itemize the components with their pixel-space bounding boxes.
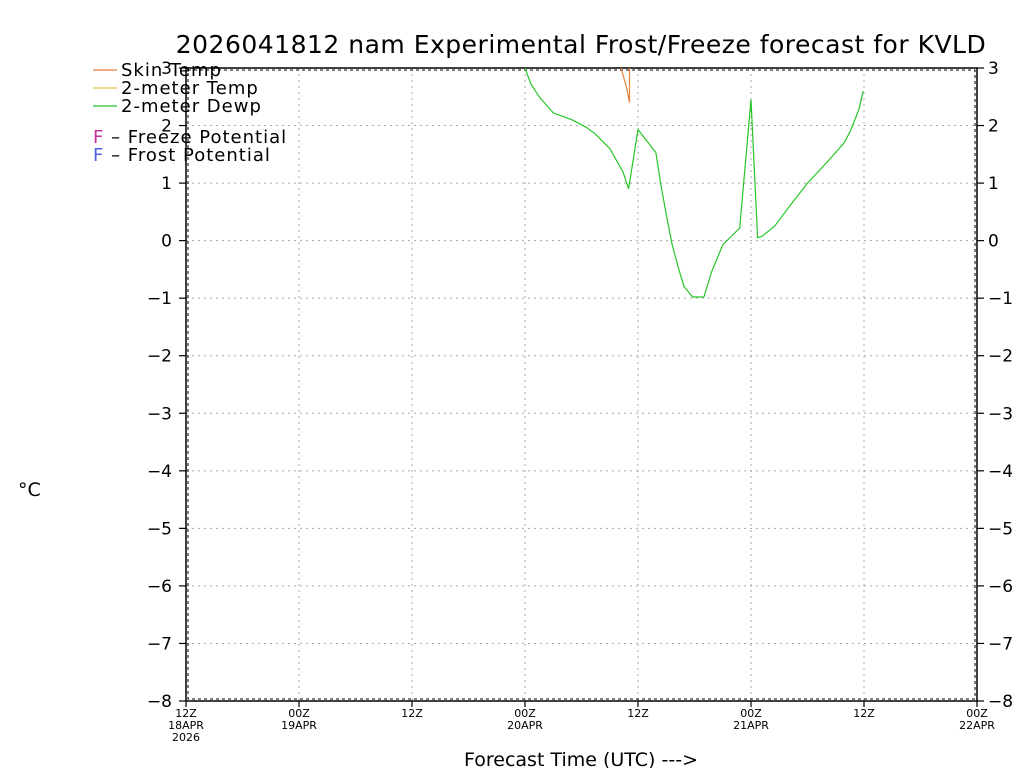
y-tick-label: −6 [147, 577, 172, 597]
potential-legend-marker: F [93, 145, 104, 166]
y-tick-label: −2 [147, 347, 172, 367]
y-tick-label: −7 [147, 634, 172, 654]
plot-frame [185, 67, 978, 702]
y-tick-label: −3 [147, 404, 172, 424]
potential-legend-label: F – Frost Potential [93, 145, 271, 166]
x-tick-label: 12Z [401, 707, 423, 720]
y-tick-label-right: 1 [988, 174, 999, 194]
x-tick-label: 2026 [172, 731, 200, 744]
x-tick-label: 00Z [740, 707, 762, 720]
y-tick-label-right: 3 [988, 59, 999, 79]
x-tick-label: 00Z [514, 707, 536, 720]
x-tick-label: 22APR [959, 719, 995, 732]
legend-label: 2-meter Temp [121, 78, 259, 99]
y-tick-label: 1 [161, 174, 172, 194]
y-tick-label-right: −8 [988, 692, 1013, 712]
y-axis-right: 3 2 1 0 −1 −2 −3 −4 −5 −6 −7 −8 [977, 59, 1013, 712]
potential-legend-text: – Frost Potential [104, 145, 271, 166]
x-tick-label: 12Z [175, 707, 197, 720]
x-tick-label: 21APR [733, 719, 769, 732]
y-tick-label: −8 [147, 692, 172, 712]
y-tick-label-right: −5 [988, 519, 1013, 539]
potential-legend-label: F – Freeze Potential [93, 127, 287, 148]
x-tick-label: 20APR [507, 719, 543, 732]
x-axis-label: Forecast Time (UTC) ---> [464, 749, 698, 768]
y-tick-label-right: −4 [988, 462, 1013, 482]
x-tick-label: 19APR [281, 719, 317, 732]
series-skin-temp [620, 68, 631, 103]
y-tick-label-right: 2 [988, 117, 999, 137]
x-tick-label: 00Z [288, 707, 310, 720]
legend-label: 2-meter Dewp [121, 96, 262, 117]
chart-title: 2026041812 nam Experimental Frost/Freeze… [176, 30, 987, 59]
y-tick-label-right: 0 [988, 232, 999, 252]
y-tick-label-right: −7 [988, 634, 1013, 654]
y-tick-label-right: −1 [988, 289, 1013, 309]
y-tick-label-right: −6 [988, 577, 1013, 597]
potential-legend-text: – Freeze Potential [104, 127, 287, 148]
y-axis-label: °C [18, 479, 41, 501]
y-tick-label: −1 [147, 289, 172, 309]
y-tick-label: 2 [161, 117, 172, 137]
y-tick-label: 3 [161, 59, 172, 79]
legend-label: Skin Temp [121, 60, 222, 81]
grid-lines [186, 68, 977, 701]
x-tick-label: 18APR [168, 719, 204, 732]
y-tick-label: −4 [147, 462, 172, 482]
y-tick-label-right: −3 [988, 404, 1013, 424]
series-layer [524, 68, 864, 298]
plot-inner-frame [187, 69, 976, 700]
y-tick-label: 0 [161, 232, 172, 252]
x-tick-label: 12Z [627, 707, 649, 720]
series-2-meter-dewp [524, 68, 864, 298]
x-tick-label: 00Z [966, 707, 988, 720]
y-axis-left: 3 2 1 0 −1 −2 −3 −4 −5 −6 −7 −8 [147, 59, 186, 712]
y-tick-label: −5 [147, 519, 172, 539]
potential-legend-marker: F [93, 127, 104, 148]
x-tick-label: 12Z [853, 707, 875, 720]
y-tick-label-right: −2 [988, 347, 1013, 367]
